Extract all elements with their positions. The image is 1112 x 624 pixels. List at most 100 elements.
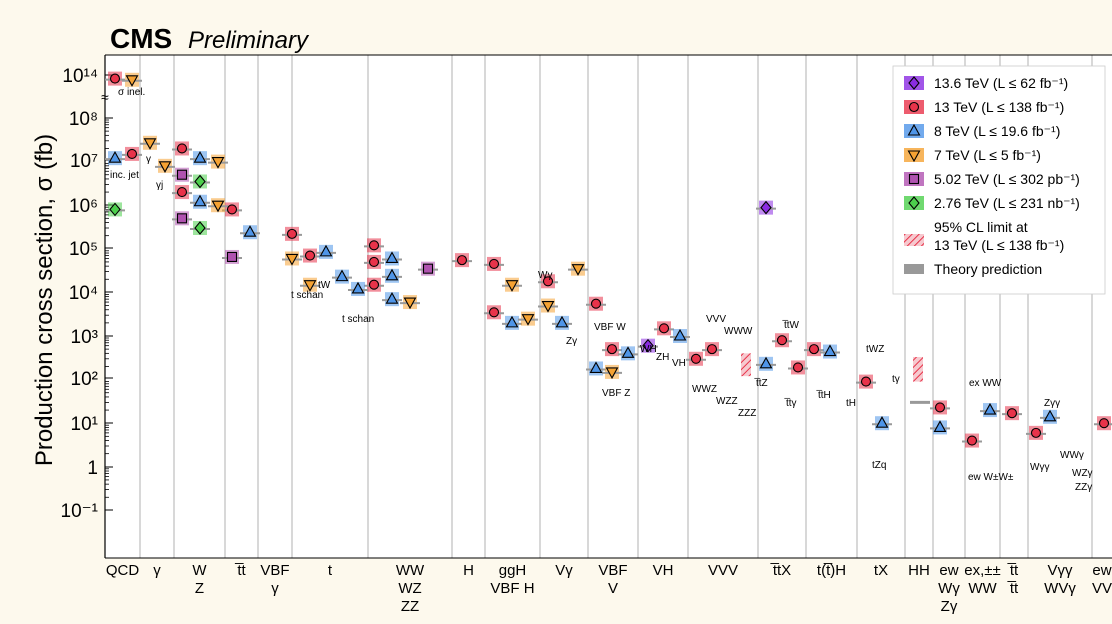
marker-triangle-up: [907, 123, 921, 136]
marker-circle: [456, 255, 468, 266]
axis-break: ≈: [101, 89, 109, 105]
point-annotation: WZZ: [716, 396, 738, 407]
legend-label: 7 TeV (L ≤ 5 fb⁻¹): [934, 147, 1041, 163]
point-annotation: t̅tγ: [784, 397, 796, 409]
marker-diamond: [194, 221, 206, 235]
point-annotation: WZγ: [1072, 468, 1093, 479]
y-axis: 10¹⁴ 10⁸ 10⁷ 10⁶ 10⁵ 10⁴ 10³ 10² 10¹ 1 10⁻¹ ≈: [61, 55, 113, 558]
marker-triangle-down: [403, 297, 417, 310]
point-annotation: σ inel.: [118, 87, 145, 98]
marker-triangle-up: [505, 315, 519, 328]
marker-circle: [808, 344, 820, 355]
point-annotation: tγ: [892, 374, 900, 385]
marker-triangle-up: [555, 315, 569, 328]
marker-triangle-up: [243, 225, 257, 237]
marker-triangle-up: [193, 151, 207, 163]
group-dividers: [105, 54, 1112, 559]
x-group-label: WZ: [398, 580, 421, 597]
point-annotation: tW: [318, 280, 331, 291]
point-annotation: t̅tW: [782, 319, 799, 331]
point-annotation: Wγγ: [1030, 462, 1049, 473]
x-group-label: Zγ: [941, 598, 958, 615]
x-group-label: t̅t: [1007, 580, 1019, 597]
legend-theory-swatch: [904, 264, 924, 274]
x-group-label: Wγ: [938, 580, 960, 597]
legend-hatch-swatch: [904, 234, 924, 246]
point-annotation: ew W±W±: [968, 472, 1014, 483]
marker-circle: [286, 228, 298, 239]
point-annotation: γ: [146, 154, 151, 165]
marker-circle: [792, 362, 804, 373]
marker-triangle-up: [385, 292, 399, 304]
marker-circle: [368, 279, 380, 290]
point-annotation: tH: [846, 398, 856, 409]
marker-square: [176, 213, 188, 224]
marker-diamond: [760, 200, 772, 215]
x-group-label: WW: [968, 580, 997, 597]
y-tick-label: 10⁶: [69, 196, 98, 217]
x-group-label: t: [328, 562, 333, 579]
point-annotation: Wγ: [538, 270, 552, 281]
legend-label: 13.6 TeV (L ≤ 62 fb⁻¹): [934, 75, 1068, 91]
y-tick-label: 10²: [71, 369, 98, 390]
legend-label: Theory prediction: [934, 261, 1042, 277]
marker-circle: [590, 298, 602, 309]
marker-triangle-down: [143, 138, 157, 150]
marker-triangle-down: [541, 300, 555, 313]
marker-triangle-up: [983, 402, 997, 415]
marker-triangle-up: [385, 251, 399, 264]
x-group-label: t(t̅)H: [817, 562, 846, 579]
point-annotation: VH: [672, 358, 686, 369]
legend-label: 2.76 TeV (L ≤ 231 nb⁻¹): [934, 195, 1080, 211]
marker-triangle-up: [108, 151, 122, 163]
marker-triangle-up: [933, 420, 947, 432]
point-annotation: WWW: [724, 326, 753, 337]
marker-triangle-down: [605, 367, 619, 380]
marker-circle: [368, 240, 380, 251]
marker-circle: [658, 323, 670, 334]
x-group-label: t̅tX: [770, 562, 791, 579]
x-group-label: t̅t: [1007, 562, 1019, 579]
marker-circle: [966, 435, 978, 446]
marker-triangle-up: [823, 344, 837, 357]
marker-circle: [109, 73, 121, 84]
legend: 13.6 TeV (L ≤ 62 fb⁻¹) 13 TeV (L ≤ 138 fb…: [892, 65, 1106, 295]
marker-triangle-down: [158, 161, 172, 173]
marker-square: [176, 169, 188, 180]
experiment-label: CMS: [110, 23, 172, 54]
point-annotation: VVV: [706, 314, 726, 325]
legend-label: 13 TeV (L ≤ 138 fb⁻¹): [934, 99, 1064, 115]
point-annotation: Zγ: [566, 336, 577, 347]
marker-circle: [908, 101, 920, 113]
marker-circle: [226, 204, 238, 215]
x-group-label: VBF: [260, 562, 289, 579]
x-group-label: W: [192, 562, 207, 579]
point-annotation: ZZγ: [1075, 482, 1092, 493]
marker-circle: [368, 256, 380, 267]
y-tick-label: 10³: [71, 327, 98, 348]
y-tick-label: 10⁷: [70, 151, 98, 172]
y-tick-label: 10⁵: [69, 239, 98, 260]
point-annotation: WWZ: [692, 384, 717, 395]
x-group-label: tX: [874, 562, 888, 579]
marker-diamond: [642, 338, 654, 353]
x-group-label: ggH: [499, 562, 527, 579]
point-annotation: γj: [156, 180, 163, 191]
marker-triangle-down: [211, 157, 225, 169]
marker-circle: [304, 250, 316, 261]
point-annotation: VBF Z: [602, 388, 630, 399]
cl-limit-bar: [741, 353, 751, 377]
y-axis-label: Production cross section, σ (fb): [31, 134, 58, 466]
marker-circle: [690, 353, 702, 364]
point-annotation: inc. jet: [110, 170, 139, 181]
marker-circle: [1006, 408, 1018, 419]
marker-diamond: [194, 174, 206, 189]
marker-triangle-up: [673, 328, 687, 341]
data-markers: [108, 73, 1110, 446]
y-tick-label: 10¹: [71, 414, 98, 435]
point-annotation: VBF W: [594, 322, 626, 333]
x-group-label: WVγ: [1044, 580, 1076, 597]
